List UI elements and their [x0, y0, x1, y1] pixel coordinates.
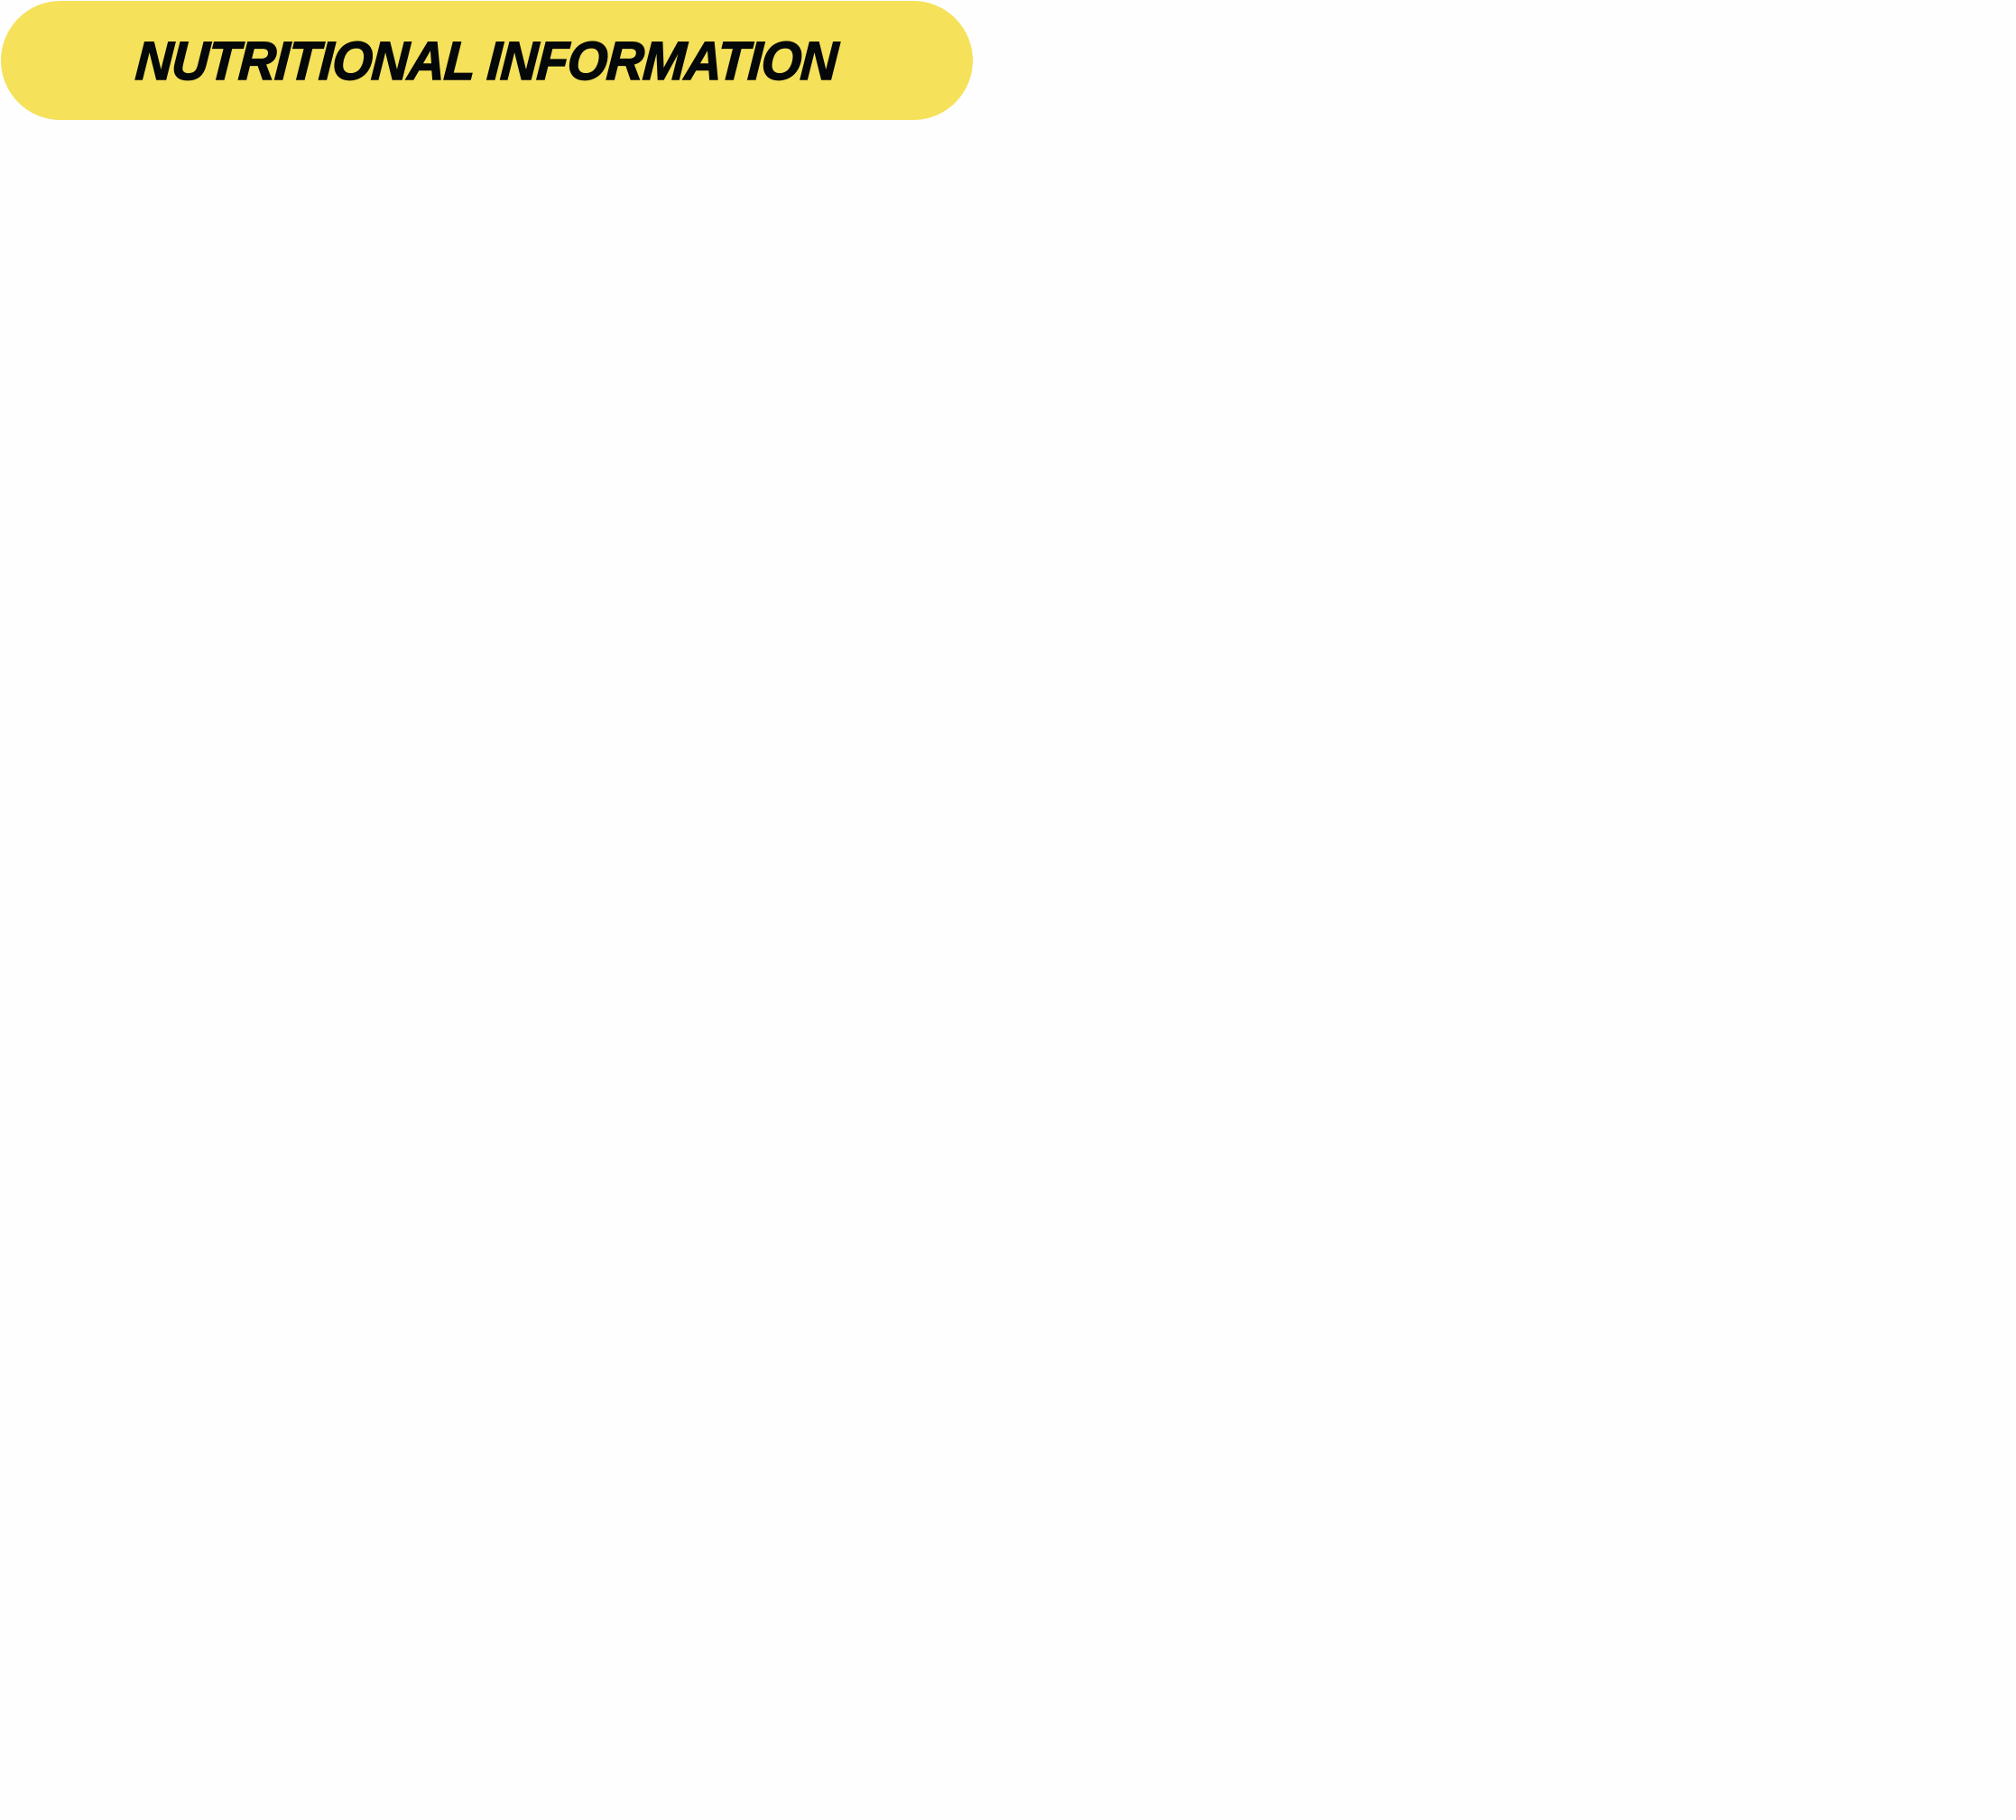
- section-title: NUTRITIONAL INFORMATION: [134, 30, 840, 91]
- section-header-badge: NUTRITIONAL INFORMATION: [1, 1, 973, 120]
